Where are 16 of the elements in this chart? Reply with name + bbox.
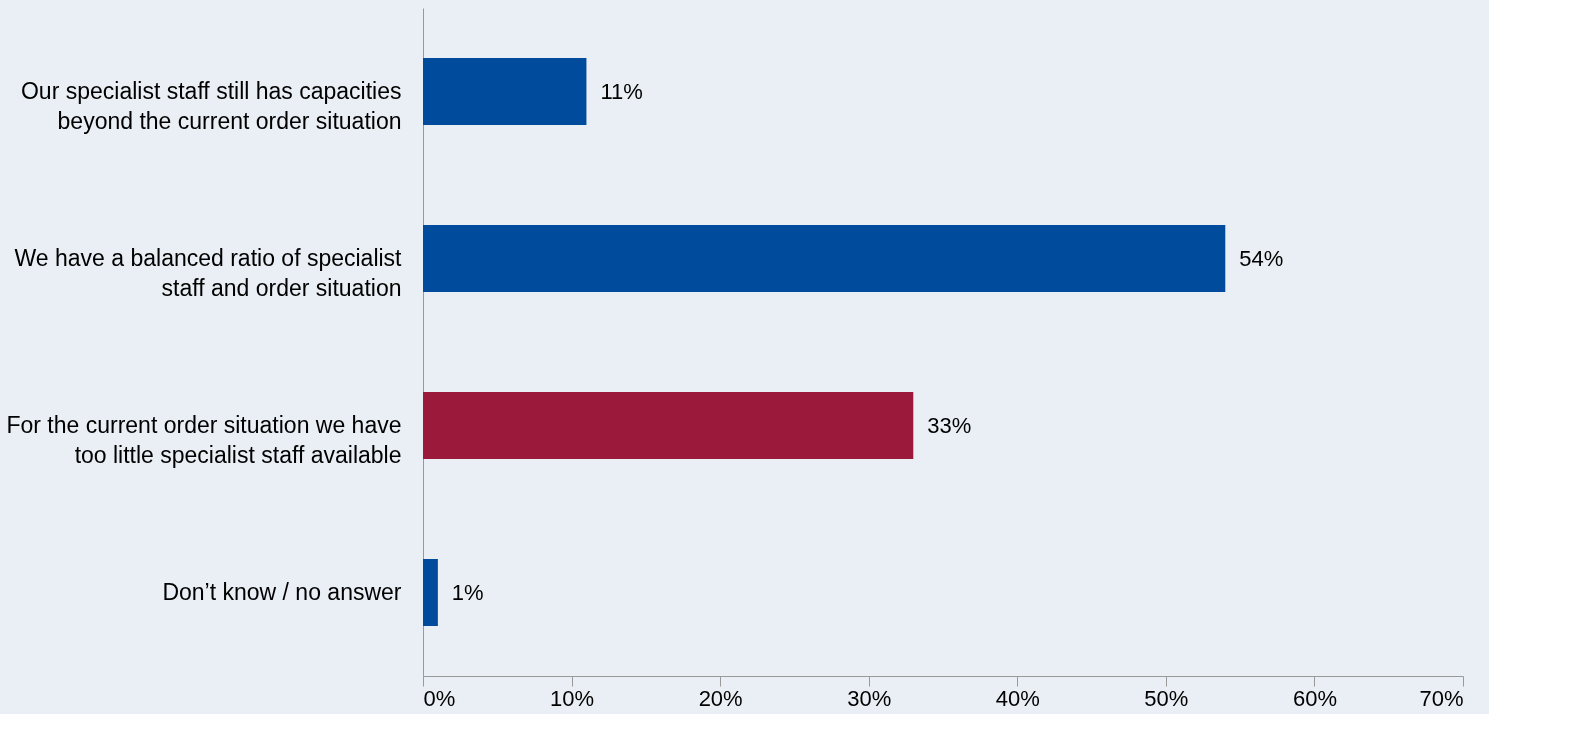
x-tick-label: 60% [1292, 685, 1337, 711]
data-label: 33% [927, 412, 972, 438]
x-tick-label: 20% [698, 685, 743, 711]
x-tick-label: 30% [847, 685, 892, 711]
x-tick-label: 40% [995, 685, 1040, 711]
x-tick-label: 50% [1144, 685, 1189, 711]
x-tick-label: 70% [1419, 685, 1464, 711]
y-tick-label: We have a balanced ratio of specialist staff and order situation [14, 244, 403, 301]
data-label: 11% [600, 78, 643, 104]
data-label: 1% [451, 579, 484, 605]
y-tick-label: Our specialist staff still has capacities beyond the current order situation [20, 77, 402, 134]
x-tick-label: 10% [550, 685, 595, 711]
y-tick-label: Don’t know / no answer [162, 578, 402, 605]
x-tick-label: 0% [423, 685, 456, 711]
data-label: 54% [1239, 245, 1284, 271]
y-tick-label: For the current order situation we have too little specialist staff available [6, 411, 402, 468]
